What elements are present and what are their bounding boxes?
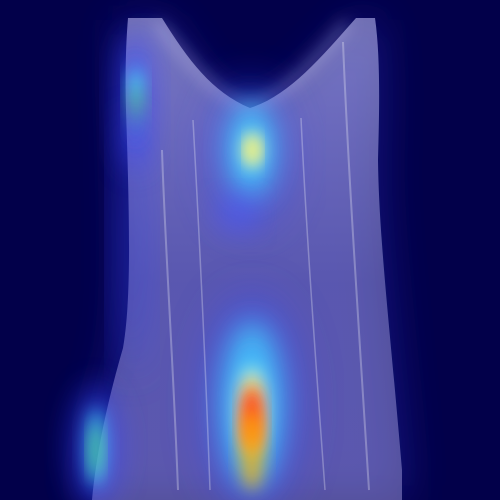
- bottom-left-highlight: [70, 385, 122, 500]
- garment-silhouette: [92, 18, 402, 500]
- lower-hotspot: [206, 296, 298, 500]
- fabric-lines: [161, 41, 370, 491]
- left-edge-highlight: [117, 32, 153, 375]
- upper-hotspot: [212, 83, 288, 232]
